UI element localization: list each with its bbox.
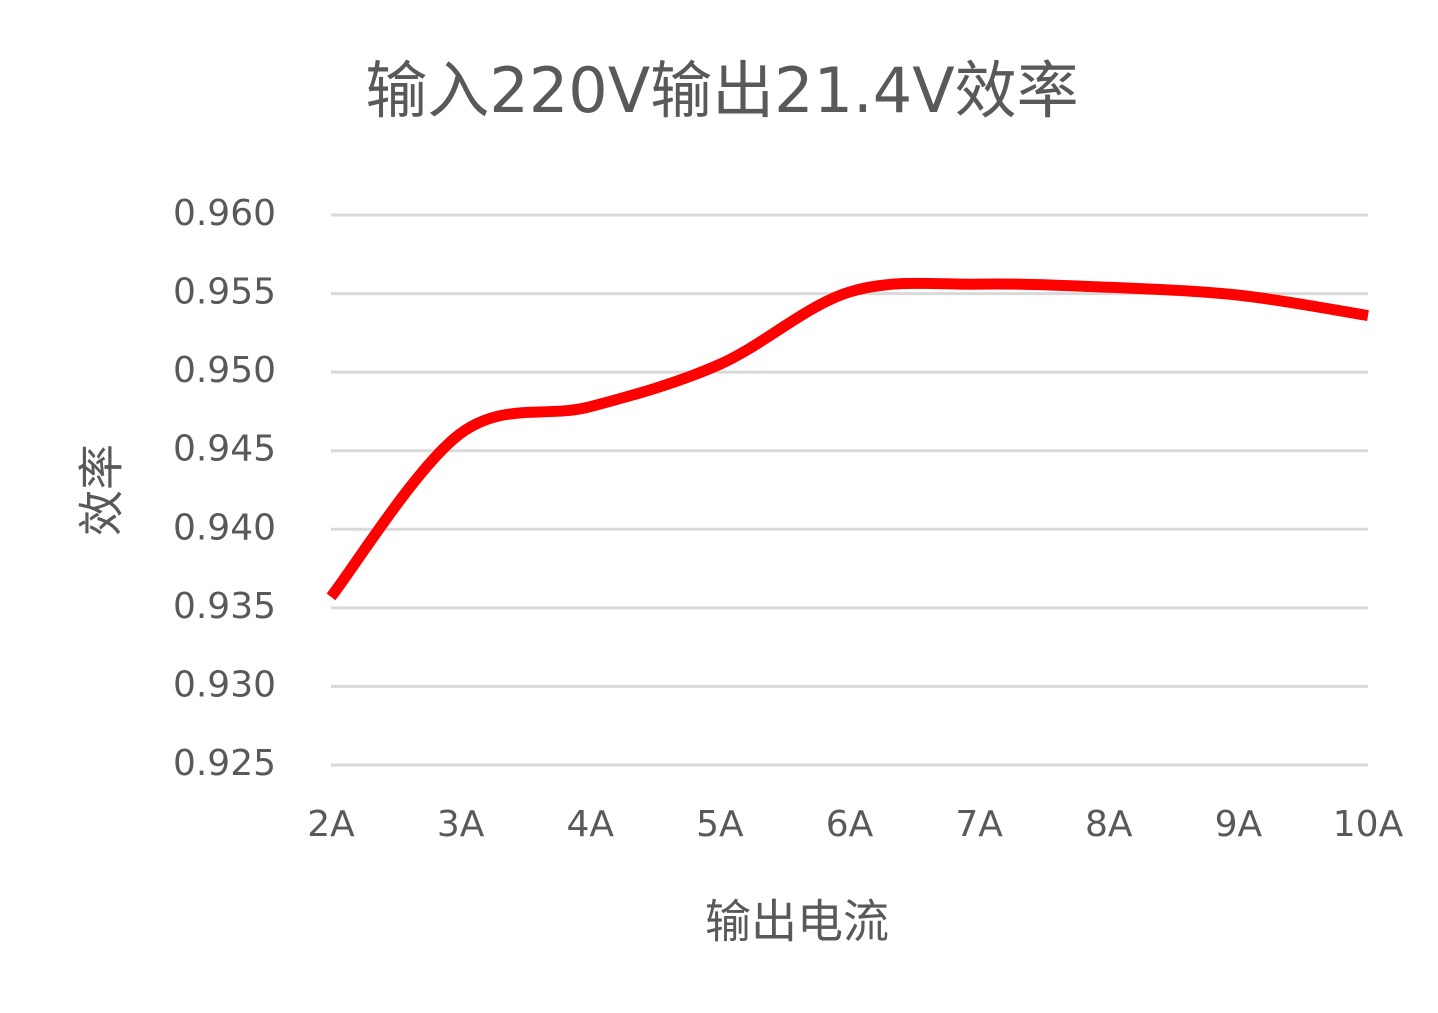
y-tick-label: 0.955 [173,272,276,313]
x-tick-label: 8A [1085,804,1133,845]
chart-title: 输入220V输出21.4V效率 [365,54,1078,127]
x-tick-label: 7A [955,804,1003,845]
y-tick-label: 0.945 [173,429,276,470]
x-tick-label: 5A [696,804,744,845]
x-tick-label: 9A [1215,804,1263,845]
y-tick-label: 0.960 [173,193,276,234]
y-tick-label: 0.940 [173,507,276,548]
x-tick-label: 10A [1333,804,1404,845]
data-line [326,277,1369,601]
y-tick-label: 0.930 [173,664,276,705]
x-tick-label: 4A [566,804,614,845]
x-tick-label: 2A [307,804,355,845]
y-tick-label: 0.935 [173,586,276,627]
x-tick-label: 6A [826,804,874,845]
y-tick-label: 0.925 [173,743,276,784]
x-axis-label: 输出电流 [705,895,889,949]
y-tick-label: 0.950 [173,350,276,391]
x-tick-label: 3A [437,804,485,845]
y-axis-label: 效率 [75,444,129,536]
